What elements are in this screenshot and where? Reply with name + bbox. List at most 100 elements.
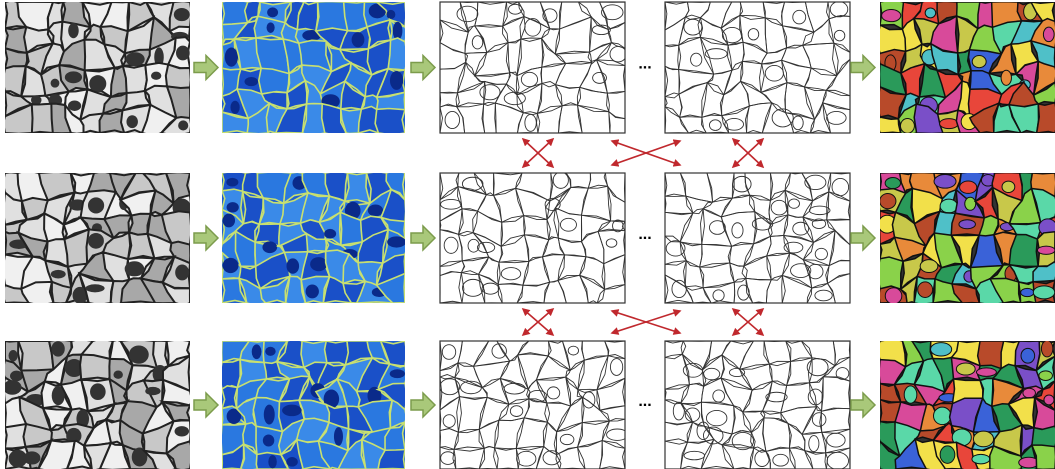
cell bbox=[325, 341, 349, 365]
organelle bbox=[151, 72, 161, 80]
organelle bbox=[178, 120, 188, 130]
panel-content bbox=[662, 339, 853, 469]
segment bbox=[1032, 426, 1055, 447]
blue-panel bbox=[220, 339, 408, 469]
color-panel bbox=[877, 172, 1055, 305]
seg-panel bbox=[662, 339, 853, 469]
panel-content bbox=[877, 338, 1055, 469]
panel-content bbox=[439, 170, 628, 305]
organelle bbox=[145, 387, 160, 395]
organelle bbox=[267, 7, 278, 17]
segment bbox=[965, 197, 976, 210]
organelle bbox=[88, 197, 104, 213]
flow-arrow bbox=[411, 226, 435, 250]
organelle bbox=[23, 451, 40, 464]
cell bbox=[18, 341, 53, 372]
segment bbox=[934, 407, 951, 424]
segment bbox=[956, 363, 975, 375]
segment bbox=[885, 178, 900, 189]
segment bbox=[1039, 371, 1053, 381]
organelle bbox=[51, 270, 66, 279]
segment bbox=[934, 175, 956, 189]
organelle bbox=[51, 79, 60, 88]
organelle bbox=[267, 22, 275, 33]
panel-content bbox=[2, 170, 191, 305]
ellipsis: ... bbox=[638, 56, 651, 73]
segment bbox=[1001, 70, 1011, 85]
organelle bbox=[51, 341, 64, 356]
segment bbox=[978, 341, 1004, 369]
panel-content bbox=[438, 339, 628, 469]
organelle bbox=[68, 23, 79, 38]
organelle bbox=[386, 10, 395, 19]
organelle bbox=[334, 427, 343, 446]
cell bbox=[375, 108, 405, 134]
flow-arrow bbox=[411, 393, 435, 417]
flow-arrow bbox=[851, 56, 875, 80]
organelle bbox=[88, 233, 104, 249]
organelle bbox=[225, 47, 238, 66]
segment bbox=[877, 257, 903, 290]
segment bbox=[1033, 286, 1054, 299]
organelle bbox=[263, 434, 274, 446]
flow-arrow bbox=[194, 393, 218, 417]
ellipsis: ... bbox=[638, 393, 651, 410]
segment bbox=[1037, 246, 1054, 254]
organelle bbox=[306, 284, 319, 298]
seg-panel bbox=[663, 170, 853, 305]
organelle bbox=[230, 101, 239, 114]
page: ......... (() => { const data = JSON.par… bbox=[0, 0, 1055, 469]
organelle bbox=[223, 258, 239, 273]
segment bbox=[1021, 288, 1034, 296]
organelle bbox=[368, 205, 383, 217]
panel-content bbox=[2, 339, 192, 469]
organelle bbox=[113, 370, 122, 378]
panel-content bbox=[3, 0, 192, 136]
flow-arrow bbox=[194, 226, 218, 250]
organelle bbox=[126, 115, 137, 128]
flow-arrow bbox=[851, 226, 875, 250]
organelle bbox=[244, 77, 257, 86]
organelle bbox=[268, 455, 277, 468]
organelle bbox=[65, 71, 82, 83]
gray-panel bbox=[2, 170, 191, 305]
segment bbox=[880, 194, 896, 209]
segment bbox=[960, 181, 977, 193]
segment bbox=[904, 386, 917, 403]
cell bbox=[220, 359, 241, 389]
segment bbox=[976, 368, 996, 376]
segment bbox=[1044, 395, 1054, 405]
segment bbox=[931, 343, 952, 356]
organelle bbox=[310, 257, 327, 271]
organelle bbox=[223, 214, 235, 228]
pipeline-diagram: ......... bbox=[0, 0, 1055, 469]
organelle bbox=[282, 405, 302, 416]
organelle bbox=[3, 380, 22, 395]
gray-panel bbox=[3, 0, 192, 136]
panel-content bbox=[664, 0, 852, 135]
organelle bbox=[89, 75, 106, 92]
organelle bbox=[287, 258, 300, 273]
organelle bbox=[286, 457, 298, 467]
cell bbox=[80, 355, 112, 380]
panel-background bbox=[440, 341, 625, 469]
organelle bbox=[175, 426, 190, 436]
segment bbox=[920, 260, 938, 273]
cell bbox=[259, 68, 289, 94]
segment bbox=[1021, 348, 1035, 363]
organelle bbox=[387, 236, 406, 247]
segment bbox=[900, 119, 914, 134]
organelle bbox=[176, 46, 190, 61]
ellipsis: ... bbox=[638, 226, 651, 243]
segment bbox=[1041, 340, 1052, 357]
panel-background bbox=[665, 2, 850, 133]
flow-arrow bbox=[194, 56, 218, 80]
organelle bbox=[175, 265, 189, 281]
seg-panel bbox=[664, 0, 852, 135]
panel-content bbox=[439, 0, 627, 136]
organelle bbox=[126, 52, 145, 66]
panel-content bbox=[222, 0, 408, 136]
seg-panel bbox=[438, 339, 628, 469]
cell bbox=[222, 386, 237, 409]
segment bbox=[1002, 181, 1015, 192]
